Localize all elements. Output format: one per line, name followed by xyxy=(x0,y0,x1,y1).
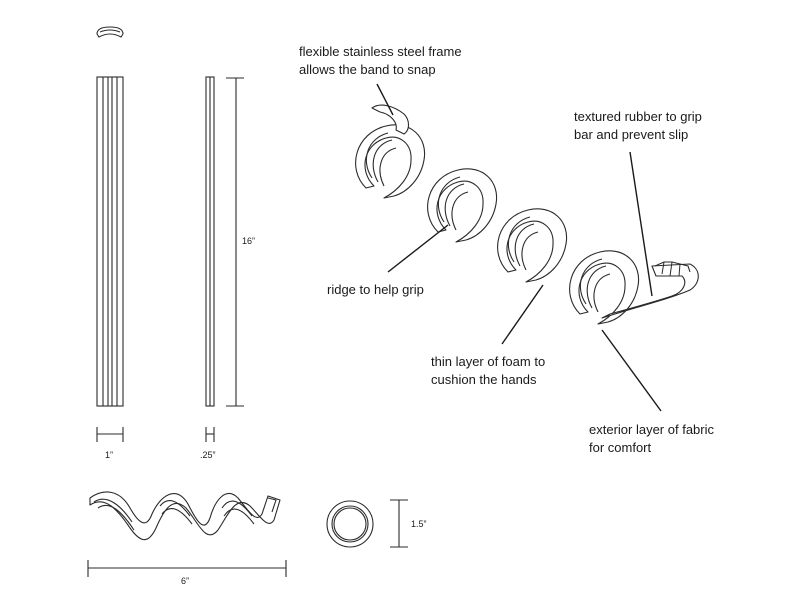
leader-lines xyxy=(376,83,662,412)
length-dimension-label: 16” xyxy=(242,236,256,246)
textured-rubber-label-line-2: bar and prevent slip xyxy=(574,127,689,142)
foam-label: thin layer of foam to cushion the hands xyxy=(431,353,545,389)
coil-end-view xyxy=(326,500,374,548)
fabric-label: exterior layer of fabric for comfort xyxy=(589,421,714,457)
fabric-label-line-2: for comfort xyxy=(589,440,652,455)
ridge-label: ridge to help grip xyxy=(327,281,424,299)
fabric-label-line-1: exterior layer of fabric xyxy=(589,422,714,437)
coil-side-view xyxy=(89,491,281,541)
end-profile-view xyxy=(96,26,124,38)
coil-length-dimension-line xyxy=(87,560,287,577)
textured-rubber-label: textured rubber to grip bar and prevent … xyxy=(574,108,702,144)
foam-label-line-1: thin layer of foam to xyxy=(431,354,546,369)
band-front-view xyxy=(96,76,124,407)
width-dimension-line xyxy=(96,427,124,442)
length-dimension-line xyxy=(226,77,244,407)
coil-diameter-dimension-label: 1.5” xyxy=(411,519,427,529)
steel-frame-label-line-1: flexible stainless steel frame xyxy=(299,44,462,59)
ridge-label-line-1: ridge to help grip xyxy=(327,282,424,297)
steel-frame-label: flexible stainless steel frame allows th… xyxy=(299,43,462,79)
foam-label-line-2: cushion the hands xyxy=(431,372,537,387)
coil-diameter-dimension-line xyxy=(390,499,408,548)
coil-length-dimension-label: 6” xyxy=(181,576,190,586)
textured-rubber-label-line-1: textured rubber to grip xyxy=(574,109,702,124)
band-side-view xyxy=(205,76,215,407)
thickness-dimension-label: .25” xyxy=(200,450,216,460)
steel-frame-label-line-2: allows the band to snap xyxy=(299,62,436,77)
thickness-dimension-line xyxy=(205,427,215,442)
width-dimension-label: 1” xyxy=(105,450,114,460)
